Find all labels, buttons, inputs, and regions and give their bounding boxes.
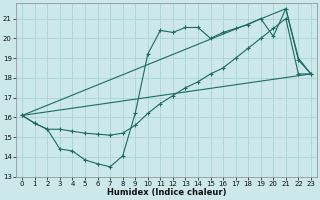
X-axis label: Humidex (Indice chaleur): Humidex (Indice chaleur) [107,188,226,197]
